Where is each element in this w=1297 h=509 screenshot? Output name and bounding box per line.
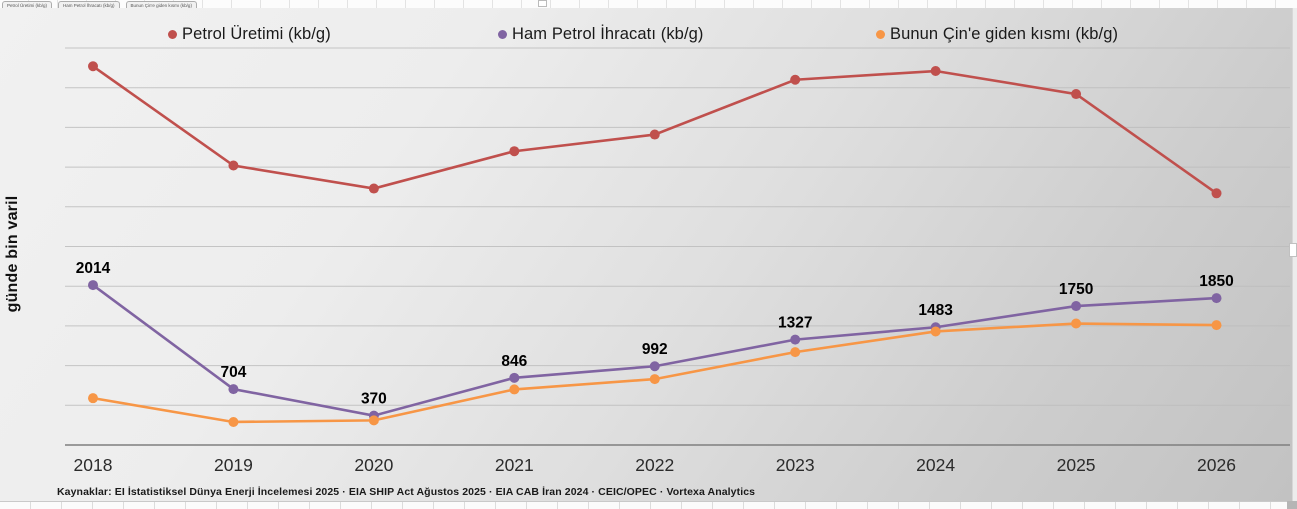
data-point — [790, 74, 801, 85]
data-point — [509, 146, 520, 157]
data-label: 1327 — [778, 315, 812, 332]
column-drag-handle[interactable] — [538, 0, 547, 7]
data-label: 704 — [221, 364, 247, 381]
data-point — [649, 129, 660, 140]
x-axis-label: 2022 — [635, 455, 674, 475]
data-point — [509, 372, 520, 383]
data-point — [1211, 293, 1222, 304]
chart-legend: Petrol Üretimi (kb/g) Ham Petrol İhracat… — [0, 20, 1292, 48]
data-label: 846 — [501, 353, 527, 370]
sheet-tab-bunun-cine-giden[interactable]: Bunun Çin'e giden kısmı (kb/g) — [125, 1, 197, 8]
legend-dot-red-icon — [168, 29, 177, 39]
data-label: 1750 — [1059, 281, 1093, 298]
sheet-tab-ham-petrol-ihracati[interactable]: Ham Petrol İhracatı (kb/g) — [58, 1, 120, 8]
legend-dot-purple-icon — [498, 29, 507, 39]
data-point — [88, 393, 98, 404]
x-axis-label: 2020 — [354, 455, 393, 475]
data-label: 1850 — [1199, 273, 1233, 290]
data-label: 2014 — [76, 260, 111, 277]
row-drag-handle[interactable] — [1289, 243, 1297, 257]
data-point — [1211, 320, 1222, 331]
x-axis-label: 2021 — [495, 455, 534, 475]
data-point — [1071, 301, 1082, 312]
legend-item-petrol-uretimi[interactable]: Petrol Üretimi (kb/g) — [168, 20, 331, 48]
series-line — [92, 322, 1217, 424]
x-axis-label: 2026 — [1197, 455, 1236, 475]
data-point — [509, 384, 520, 395]
data-point — [228, 160, 239, 171]
data-point — [88, 280, 98, 291]
legend-item-bunun-cine-giden[interactable]: Bunun Çin'e giden kısmı (kb/g) — [876, 20, 1118, 48]
data-point — [790, 334, 801, 345]
data-point — [790, 347, 801, 358]
chart-area: Petrol Üretimi (kb/g) Ham Petrol İhracat… — [0, 8, 1292, 501]
data-label: 1483 — [918, 302, 953, 319]
legend-label: Ham Petrol İhracatı (kb/g) — [512, 24, 704, 43]
scroll-corner-box[interactable] — [1287, 501, 1297, 509]
data-point — [1071, 318, 1082, 329]
legend-label: Bunun Çin'e giden kısmı (kb/g) — [890, 24, 1119, 43]
data-point — [368, 183, 379, 194]
legend-dot-orange-icon — [876, 29, 885, 39]
data-label: 992 — [642, 341, 668, 358]
x-axis-label: 2019 — [214, 455, 253, 475]
x-axis-label: 2018 — [74, 455, 113, 475]
data-label: 370 — [361, 391, 387, 408]
source-note: Kaynaklar: EI İstatistiksel Dünya Enerji… — [57, 486, 756, 498]
data-point — [649, 374, 660, 385]
x-axis-label: 2024 — [916, 455, 955, 475]
x-axis-label: 2023 — [776, 455, 815, 475]
legend-item-ham-petrol-ihracati[interactable]: Ham Petrol İhracatı (kb/g) — [498, 20, 704, 48]
sheet-tab-petrol-uretimi[interactable]: Petrol Üretimi (kb/g) — [2, 1, 53, 8]
data-point — [930, 326, 941, 337]
sheet-cells-bottom-strip — [0, 501, 1297, 509]
line-plot: 2014 704 370 846 992 1327 1483 1750 1850 2018 2019… — [65, 47, 1290, 475]
x-axis-label: 2025 — [1057, 455, 1096, 475]
data-point — [228, 384, 239, 395]
data-point — [368, 415, 379, 426]
data-point — [1211, 188, 1222, 199]
data-point — [649, 361, 660, 372]
data-point — [930, 66, 941, 77]
legend-label: Petrol Üretimi (kb/g) — [182, 24, 331, 43]
sheet-tab-bar: Petrol Üretimi (kb/g) Ham Petrol İhracat… — [2, 1, 197, 8]
data-point — [1071, 89, 1082, 100]
data-point — [88, 61, 98, 72]
data-point — [228, 416, 239, 427]
